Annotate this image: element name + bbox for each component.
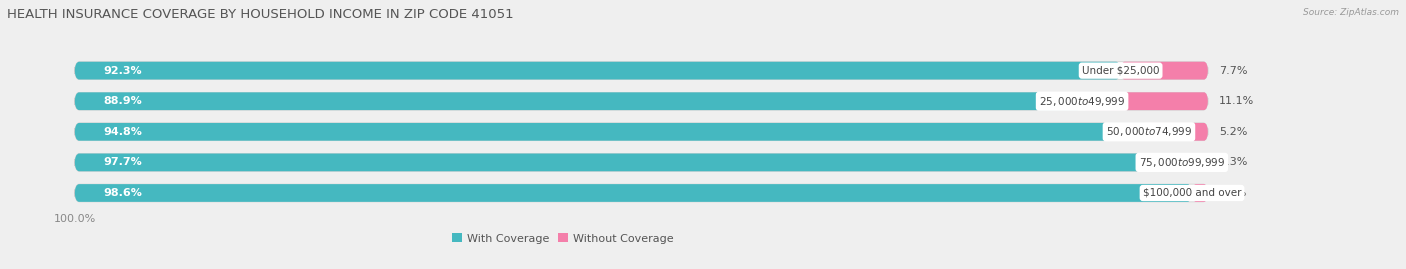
FancyBboxPatch shape: [75, 123, 1208, 141]
FancyBboxPatch shape: [75, 154, 1182, 171]
Text: 7.7%: 7.7%: [1219, 66, 1247, 76]
Text: HEALTH INSURANCE COVERAGE BY HOUSEHOLD INCOME IN ZIP CODE 41051: HEALTH INSURANCE COVERAGE BY HOUSEHOLD I…: [7, 8, 513, 21]
Text: 5.2%: 5.2%: [1219, 127, 1247, 137]
FancyBboxPatch shape: [75, 62, 1121, 80]
Text: 97.7%: 97.7%: [103, 157, 142, 167]
Text: Source: ZipAtlas.com: Source: ZipAtlas.com: [1303, 8, 1399, 17]
Text: 92.3%: 92.3%: [103, 66, 142, 76]
FancyBboxPatch shape: [1083, 92, 1208, 110]
FancyBboxPatch shape: [1149, 123, 1208, 141]
Text: 94.8%: 94.8%: [103, 127, 142, 137]
Text: $50,000 to $74,999: $50,000 to $74,999: [1105, 125, 1192, 138]
Text: Under $25,000: Under $25,000: [1081, 66, 1160, 76]
FancyBboxPatch shape: [1121, 62, 1208, 80]
FancyBboxPatch shape: [1182, 154, 1208, 171]
Text: 88.9%: 88.9%: [103, 96, 142, 106]
FancyBboxPatch shape: [75, 92, 1208, 110]
Text: $75,000 to $99,999: $75,000 to $99,999: [1139, 156, 1225, 169]
FancyBboxPatch shape: [75, 62, 1208, 80]
FancyBboxPatch shape: [75, 184, 1208, 202]
FancyBboxPatch shape: [1192, 184, 1208, 202]
Legend: With Coverage, Without Coverage: With Coverage, Without Coverage: [449, 229, 678, 248]
Text: $100,000 and over: $100,000 and over: [1143, 188, 1241, 198]
FancyBboxPatch shape: [75, 92, 1083, 110]
Text: 11.1%: 11.1%: [1219, 96, 1254, 106]
Text: 1.4%: 1.4%: [1219, 188, 1247, 198]
FancyBboxPatch shape: [75, 184, 1192, 202]
FancyBboxPatch shape: [75, 123, 1149, 141]
Text: 2.3%: 2.3%: [1219, 157, 1247, 167]
FancyBboxPatch shape: [75, 154, 1208, 171]
Text: $25,000 to $49,999: $25,000 to $49,999: [1039, 95, 1125, 108]
Text: 98.6%: 98.6%: [103, 188, 142, 198]
